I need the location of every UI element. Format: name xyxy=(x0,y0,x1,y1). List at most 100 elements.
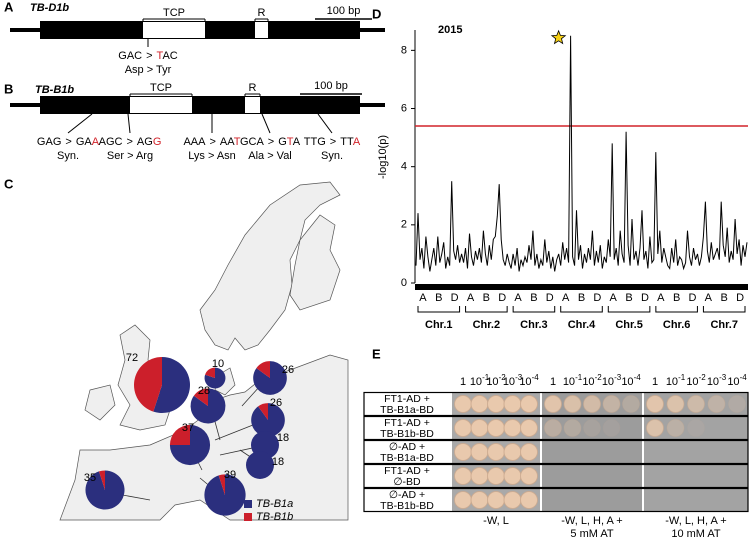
codon-change: TTG > TTA xyxy=(304,136,361,148)
chromosome-bracket xyxy=(702,306,746,313)
dilution-exponent: -3 xyxy=(614,373,622,382)
dilution-exponent: -4 xyxy=(634,373,642,382)
colony-spot xyxy=(707,395,726,413)
condition-label: -W, L xyxy=(483,515,509,527)
x-tick-label: B xyxy=(578,292,585,304)
dilution-label: 10-2 xyxy=(486,373,506,388)
colony-spot xyxy=(729,468,746,485)
colony-spot xyxy=(602,395,621,413)
codon-from: AAA xyxy=(183,136,206,148)
colony-spot xyxy=(470,491,489,509)
colony-spot xyxy=(603,468,620,485)
colony-spot xyxy=(623,468,640,485)
codon-to: A xyxy=(353,136,361,148)
gene-body xyxy=(40,96,360,114)
dilution-label: 10-3 xyxy=(602,373,622,388)
colony-spot xyxy=(564,492,581,509)
mutation-pointer xyxy=(67,113,93,134)
dilution-base: 10 xyxy=(503,376,515,388)
x-tick-label: D xyxy=(641,292,649,304)
chromosome-label: Chr.3 xyxy=(520,319,548,331)
codon-change: AGC > AGG xyxy=(99,136,162,148)
row-frame xyxy=(363,439,749,465)
codon-to: A xyxy=(293,136,301,148)
x-tick-label: B xyxy=(530,292,537,304)
row-frame xyxy=(363,415,749,441)
colony-spot xyxy=(503,491,522,509)
construct-label: FT1-AD + xyxy=(384,417,430,429)
arrow: > xyxy=(330,136,336,148)
colony-spot xyxy=(688,468,705,485)
x-tick-label: A xyxy=(514,292,522,304)
colony-spot xyxy=(520,395,538,413)
legend-label: TB-B1a xyxy=(256,498,293,510)
y-tick-label: 6 xyxy=(401,102,407,114)
site-count: 18 xyxy=(277,432,289,444)
amino-acid-change: Syn. xyxy=(57,150,79,162)
condition-label: -W, L, H, A + xyxy=(561,515,622,527)
dilution-base: 10 xyxy=(621,376,633,388)
colony-spot xyxy=(487,491,505,509)
pie-slice xyxy=(218,474,225,495)
site-count: 72 xyxy=(126,352,138,364)
peak-star xyxy=(550,29,567,45)
chromosome-label: Chr.6 xyxy=(663,319,691,331)
colony-spot xyxy=(667,492,684,509)
domain-label: TCP xyxy=(150,82,172,94)
codon-to: G xyxy=(153,136,162,148)
gene-name: TB-B1b xyxy=(35,84,74,96)
pie-slice xyxy=(169,424,190,445)
domain-label: R xyxy=(258,7,266,19)
x-tick-label: B xyxy=(721,292,728,304)
leader-line xyxy=(241,385,261,407)
colony-spot xyxy=(454,491,472,509)
dilution-exponent: -1 xyxy=(575,373,583,382)
dilution-base: 10 xyxy=(582,376,594,388)
panel-label: A xyxy=(4,0,14,14)
pie-slice xyxy=(85,470,125,510)
x-tick-label: A xyxy=(657,292,665,304)
colony-spot xyxy=(503,467,522,485)
dilution-label: 10-4 xyxy=(727,373,747,388)
dilution-base: 10 xyxy=(486,376,498,388)
dilution-label: 10-4 xyxy=(519,373,539,388)
colony-spot xyxy=(646,395,664,413)
x-tick-label: D xyxy=(451,292,459,304)
colony-spot xyxy=(564,468,581,485)
arrow: > xyxy=(65,136,71,148)
x-tick-label: B xyxy=(483,292,490,304)
dilution-base: 10 xyxy=(563,376,575,388)
y-tick-label: 8 xyxy=(401,44,407,56)
chart-title: 2015 xyxy=(438,24,462,36)
codon-to: T xyxy=(287,136,294,148)
row-frame xyxy=(363,487,749,513)
panel-label: B xyxy=(4,81,13,96)
dilution-exponent: -1 xyxy=(678,373,686,382)
codon-from: GCA xyxy=(240,136,265,148)
arrow: > xyxy=(268,136,274,148)
colony-spot xyxy=(583,419,601,437)
codon-to: AG xyxy=(137,136,153,148)
x-tick-label: A xyxy=(562,292,570,304)
domain-label: TCP xyxy=(163,7,185,19)
colony-spot xyxy=(544,419,562,437)
x-tick-label: D xyxy=(546,292,554,304)
panel-label: E xyxy=(372,346,381,361)
colony-spot xyxy=(666,395,685,413)
domain xyxy=(143,22,205,38)
dilution-label: 10-2 xyxy=(582,373,602,388)
pie-slice xyxy=(133,356,162,412)
colony-spot xyxy=(729,420,746,437)
colony-spot xyxy=(564,444,581,461)
site-count: 37 xyxy=(182,422,194,434)
codon-to: AC xyxy=(162,50,177,62)
chromosome-label: Chr.7 xyxy=(710,319,738,331)
site-count: 28 xyxy=(198,385,210,397)
dilution-exponent: -2 xyxy=(499,373,507,382)
pie-slice xyxy=(256,361,270,378)
colony-spot xyxy=(563,395,582,413)
dilution-exponent: -2 xyxy=(595,373,603,382)
colony-spot xyxy=(623,444,640,461)
condition-label: -W, L, H, A + xyxy=(665,515,726,527)
map xyxy=(59,181,349,521)
